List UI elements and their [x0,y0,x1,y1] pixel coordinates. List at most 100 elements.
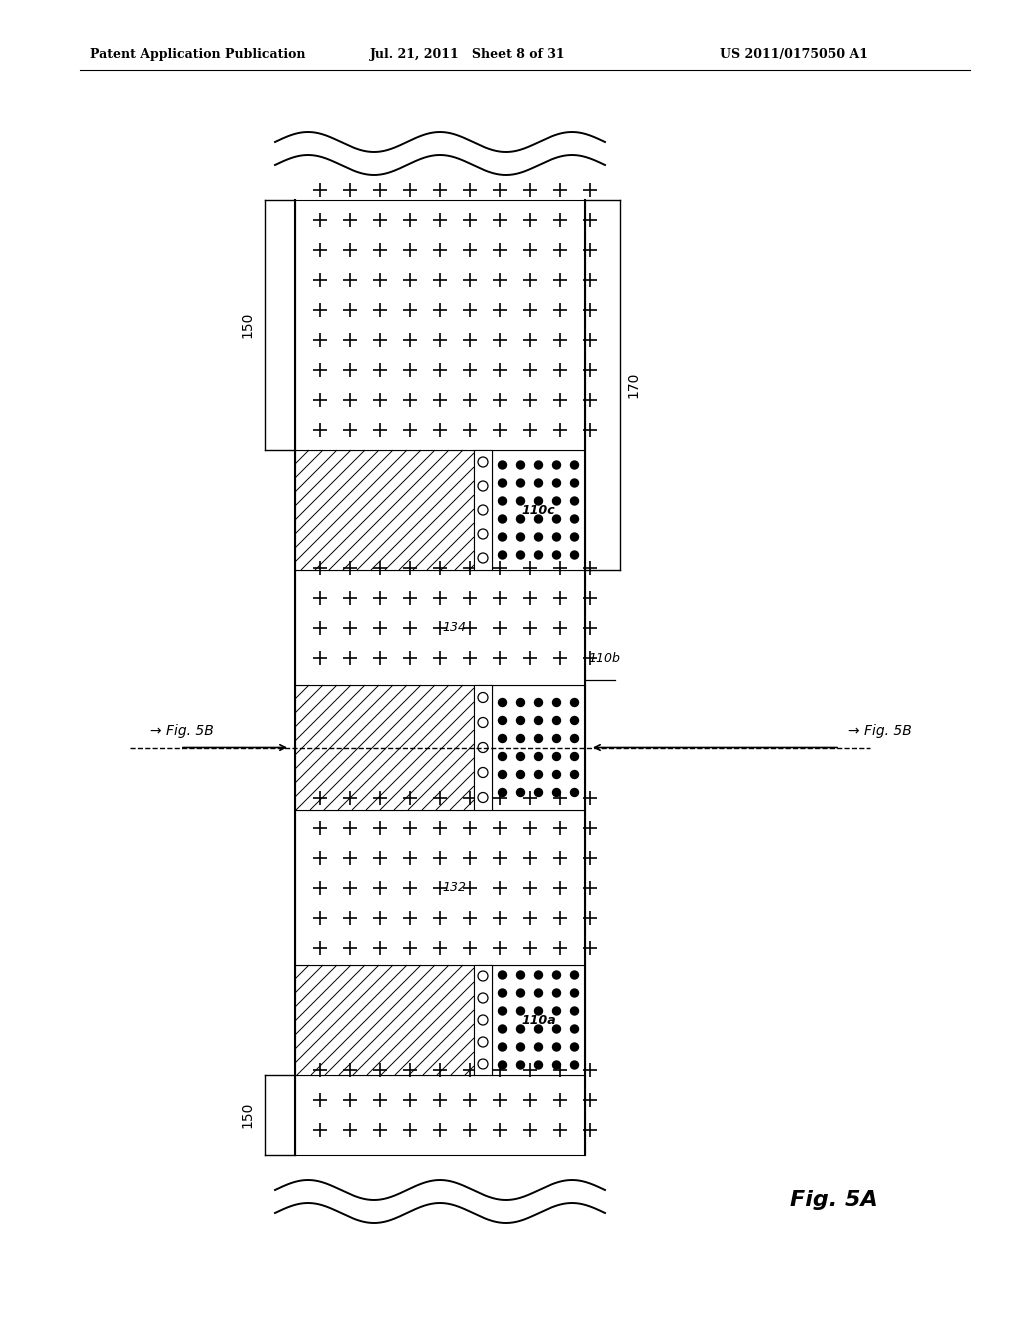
Circle shape [499,479,507,487]
Circle shape [535,498,543,506]
Circle shape [535,479,543,487]
Text: Patent Application Publication: Patent Application Publication [90,48,305,61]
Circle shape [499,717,507,725]
Circle shape [499,788,507,796]
Bar [492,965,585,1074]
Circle shape [535,989,543,997]
Circle shape [535,752,543,760]
Circle shape [499,515,507,523]
Circle shape [553,771,560,779]
Bar [295,1074,585,1155]
Text: US 2011/0175050 A1: US 2011/0175050 A1 [720,48,868,61]
Circle shape [553,515,560,523]
Circle shape [499,1061,507,1069]
Circle shape [553,461,560,469]
Circle shape [570,498,579,506]
Circle shape [499,498,507,506]
Bar [492,450,585,570]
Circle shape [516,698,524,706]
Circle shape [535,461,543,469]
Circle shape [535,734,543,742]
Circle shape [516,533,524,541]
Circle shape [535,1061,543,1069]
Circle shape [499,1026,507,1034]
Circle shape [516,550,524,558]
Bar [295,201,585,450]
Circle shape [570,533,579,541]
Text: 150: 150 [240,1102,254,1129]
Circle shape [553,734,560,742]
Circle shape [535,717,543,725]
Circle shape [516,1026,524,1034]
Text: 170: 170 [626,372,640,399]
Bar [492,685,585,810]
Circle shape [570,479,579,487]
Circle shape [553,1007,560,1015]
Text: Jul. 21, 2011   Sheet 8 of 31: Jul. 21, 2011 Sheet 8 of 31 [370,48,565,61]
Circle shape [570,989,579,997]
Circle shape [499,752,507,760]
Circle shape [516,734,524,742]
Bar [295,965,474,1074]
Circle shape [553,717,560,725]
Circle shape [499,771,507,779]
Circle shape [570,515,579,523]
Bar [474,965,492,1074]
Circle shape [535,771,543,779]
Text: → Fig. 5B: → Fig. 5B [150,723,214,738]
Circle shape [553,788,560,796]
Circle shape [516,1061,524,1069]
Circle shape [499,533,507,541]
Circle shape [570,1043,579,1051]
Circle shape [516,498,524,506]
Text: 134: 134 [442,620,467,634]
Circle shape [516,1043,524,1051]
Circle shape [516,1007,524,1015]
Bar [295,570,585,685]
Circle shape [499,698,507,706]
Circle shape [553,698,560,706]
Circle shape [499,972,507,979]
Circle shape [499,1043,507,1051]
Circle shape [553,1043,560,1051]
Text: → Fig. 5B: → Fig. 5B [848,723,911,738]
Circle shape [535,788,543,796]
Bar [295,450,474,570]
Bar [295,810,585,965]
Circle shape [570,788,579,796]
Circle shape [553,1061,560,1069]
Circle shape [570,698,579,706]
Circle shape [535,972,543,979]
Circle shape [553,533,560,541]
Text: 110c: 110c [521,503,555,516]
Circle shape [570,1061,579,1069]
Circle shape [570,1026,579,1034]
Circle shape [570,752,579,760]
Circle shape [535,533,543,541]
Circle shape [570,1007,579,1015]
Bar [295,685,474,810]
Circle shape [570,771,579,779]
Circle shape [553,479,560,487]
Circle shape [535,550,543,558]
Circle shape [499,989,507,997]
Circle shape [499,550,507,558]
Circle shape [499,1007,507,1015]
Text: 132: 132 [442,880,467,894]
Circle shape [535,515,543,523]
Circle shape [535,698,543,706]
Circle shape [553,972,560,979]
Circle shape [516,717,524,725]
Circle shape [535,1043,543,1051]
Circle shape [570,461,579,469]
Bar [474,685,492,810]
Circle shape [516,788,524,796]
Circle shape [570,734,579,742]
Circle shape [499,734,507,742]
Circle shape [553,498,560,506]
Text: 110b: 110b [588,652,620,665]
Circle shape [553,550,560,558]
Circle shape [499,461,507,469]
Text: 110a: 110a [521,1014,556,1027]
Circle shape [570,717,579,725]
